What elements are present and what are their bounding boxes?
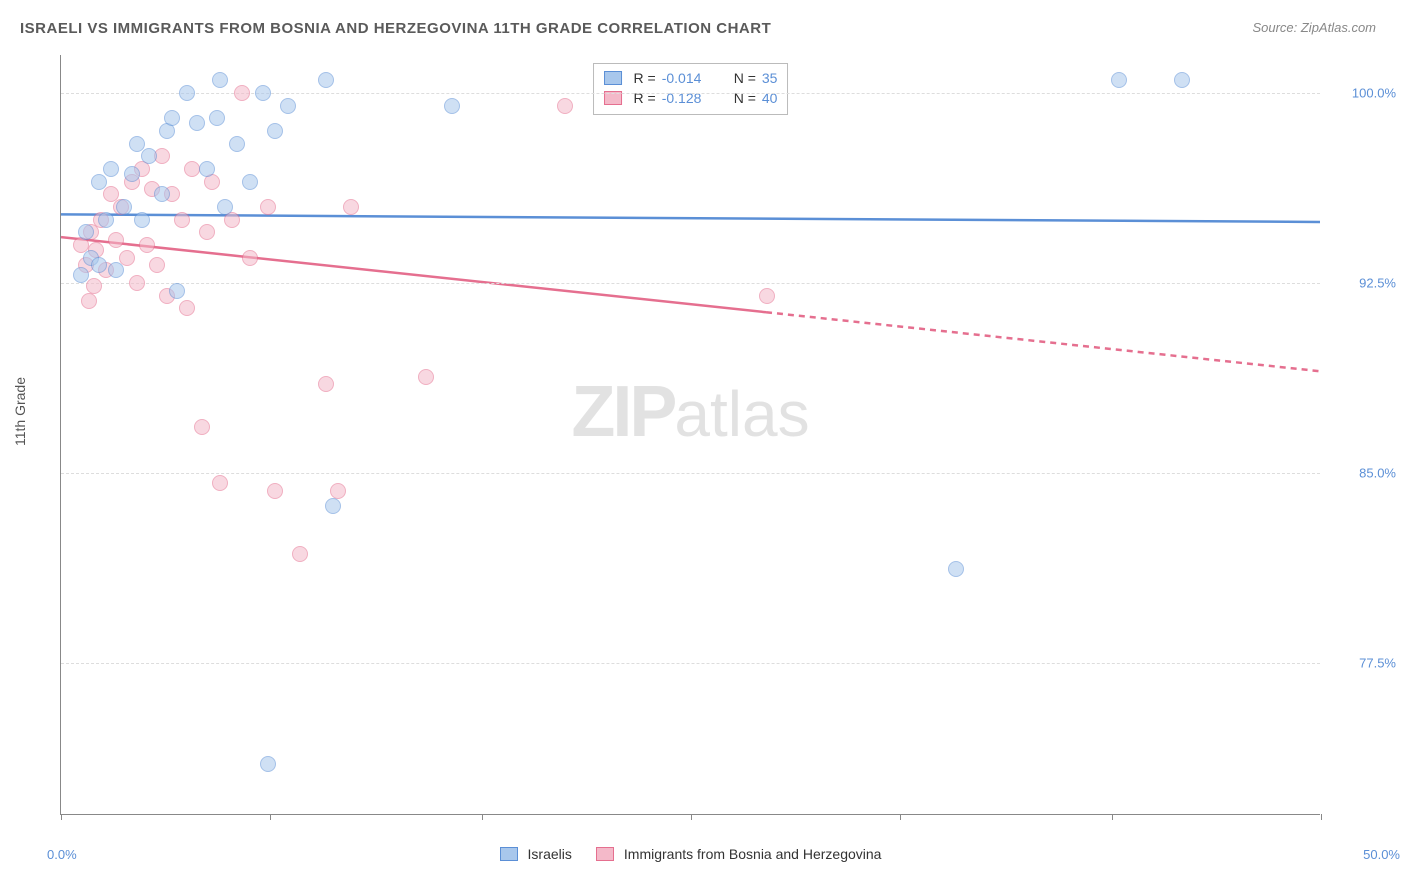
data-point-a [1174, 72, 1190, 88]
x-tick [1112, 814, 1113, 820]
data-point-a [73, 267, 89, 283]
data-point-b [212, 475, 228, 491]
x-tick [61, 814, 62, 820]
data-point-a [164, 110, 180, 126]
data-point-a [103, 161, 119, 177]
data-point-a [124, 166, 140, 182]
data-point-a [444, 98, 460, 114]
data-point-a [242, 174, 258, 190]
swatch-series-a-icon [500, 847, 518, 861]
legend-item-b: Immigrants from Bosnia and Herzegovina [596, 846, 882, 862]
x-tick [900, 814, 901, 820]
data-point-b [174, 212, 190, 228]
data-point-b [86, 278, 102, 294]
data-point-a [229, 136, 245, 152]
data-point-a [78, 224, 94, 240]
source-label: Source: ZipAtlas.com [1252, 20, 1376, 35]
gridline [61, 283, 1320, 284]
data-point-a [1111, 72, 1127, 88]
data-point-a [260, 756, 276, 772]
x-axis-max-label: 50.0% [1363, 847, 1400, 862]
data-point-b [108, 232, 124, 248]
y-tick-label: 92.5% [1326, 276, 1396, 291]
data-point-b [194, 419, 210, 435]
data-point-a [141, 148, 157, 164]
data-point-a [134, 212, 150, 228]
data-point-b [759, 288, 775, 304]
data-point-a [91, 257, 107, 273]
data-point-a [108, 262, 124, 278]
stats-legend-row-b: R = -0.128 N = 40 [604, 88, 778, 108]
data-point-b [179, 300, 195, 316]
data-point-b [234, 85, 250, 101]
data-point-b [199, 224, 215, 240]
data-point-b [242, 250, 258, 266]
gridline [61, 663, 1320, 664]
data-point-a [318, 72, 334, 88]
stats-legend: R = -0.014 N = 35 R = -0.128 N = 40 [593, 63, 789, 115]
data-point-a [129, 136, 145, 152]
y-tick-label: 100.0% [1326, 86, 1396, 101]
y-tick-label: 77.5% [1326, 656, 1396, 671]
data-point-b [81, 293, 97, 309]
y-tick-label: 85.0% [1326, 466, 1396, 481]
trend-lines [61, 55, 1320, 814]
data-point-a [948, 561, 964, 577]
data-point-a [98, 212, 114, 228]
data-point-a [179, 85, 195, 101]
series-legend: Israelis Immigrants from Bosnia and Herz… [61, 846, 1320, 862]
data-point-b [418, 369, 434, 385]
x-tick [1321, 814, 1322, 820]
plot-area: ZIPatlas R = -0.014 N = 35 R = -0.128 N … [60, 55, 1320, 815]
data-point-b [149, 257, 165, 273]
data-point-a [267, 123, 283, 139]
data-point-a [325, 498, 341, 514]
data-point-b [267, 483, 283, 499]
data-point-b [260, 199, 276, 215]
data-point-b [318, 376, 334, 392]
swatch-series-b-icon [596, 847, 614, 861]
y-axis-label: 11th Grade [12, 377, 28, 446]
x-axis-min-label: 0.0% [47, 847, 77, 862]
x-tick [482, 814, 483, 820]
x-tick [270, 814, 271, 820]
data-point-b [557, 98, 573, 114]
stats-legend-row-a: R = -0.014 N = 35 [604, 68, 778, 88]
data-point-b [292, 546, 308, 562]
data-point-a [189, 115, 205, 131]
data-point-b [129, 275, 145, 291]
data-point-a [91, 174, 107, 190]
data-point-a [154, 186, 170, 202]
watermark: ZIPatlas [571, 371, 809, 453]
data-point-a [280, 98, 296, 114]
data-point-a [217, 199, 233, 215]
chart-title: ISRAELI VS IMMIGRANTS FROM BOSNIA AND HE… [20, 20, 771, 37]
data-point-a [169, 283, 185, 299]
data-point-b [343, 199, 359, 215]
data-point-a [255, 85, 271, 101]
data-point-a [116, 199, 132, 215]
gridline [61, 473, 1320, 474]
data-point-a [212, 72, 228, 88]
data-point-b [330, 483, 346, 499]
data-point-b [139, 237, 155, 253]
legend-item-a: Israelis [500, 846, 572, 862]
n-value-a: 35 [762, 70, 778, 86]
swatch-series-a [604, 71, 622, 85]
data-point-b [184, 161, 200, 177]
data-point-a [209, 110, 225, 126]
x-tick [691, 814, 692, 820]
r-value-a: -0.014 [662, 70, 718, 86]
data-point-a [199, 161, 215, 177]
